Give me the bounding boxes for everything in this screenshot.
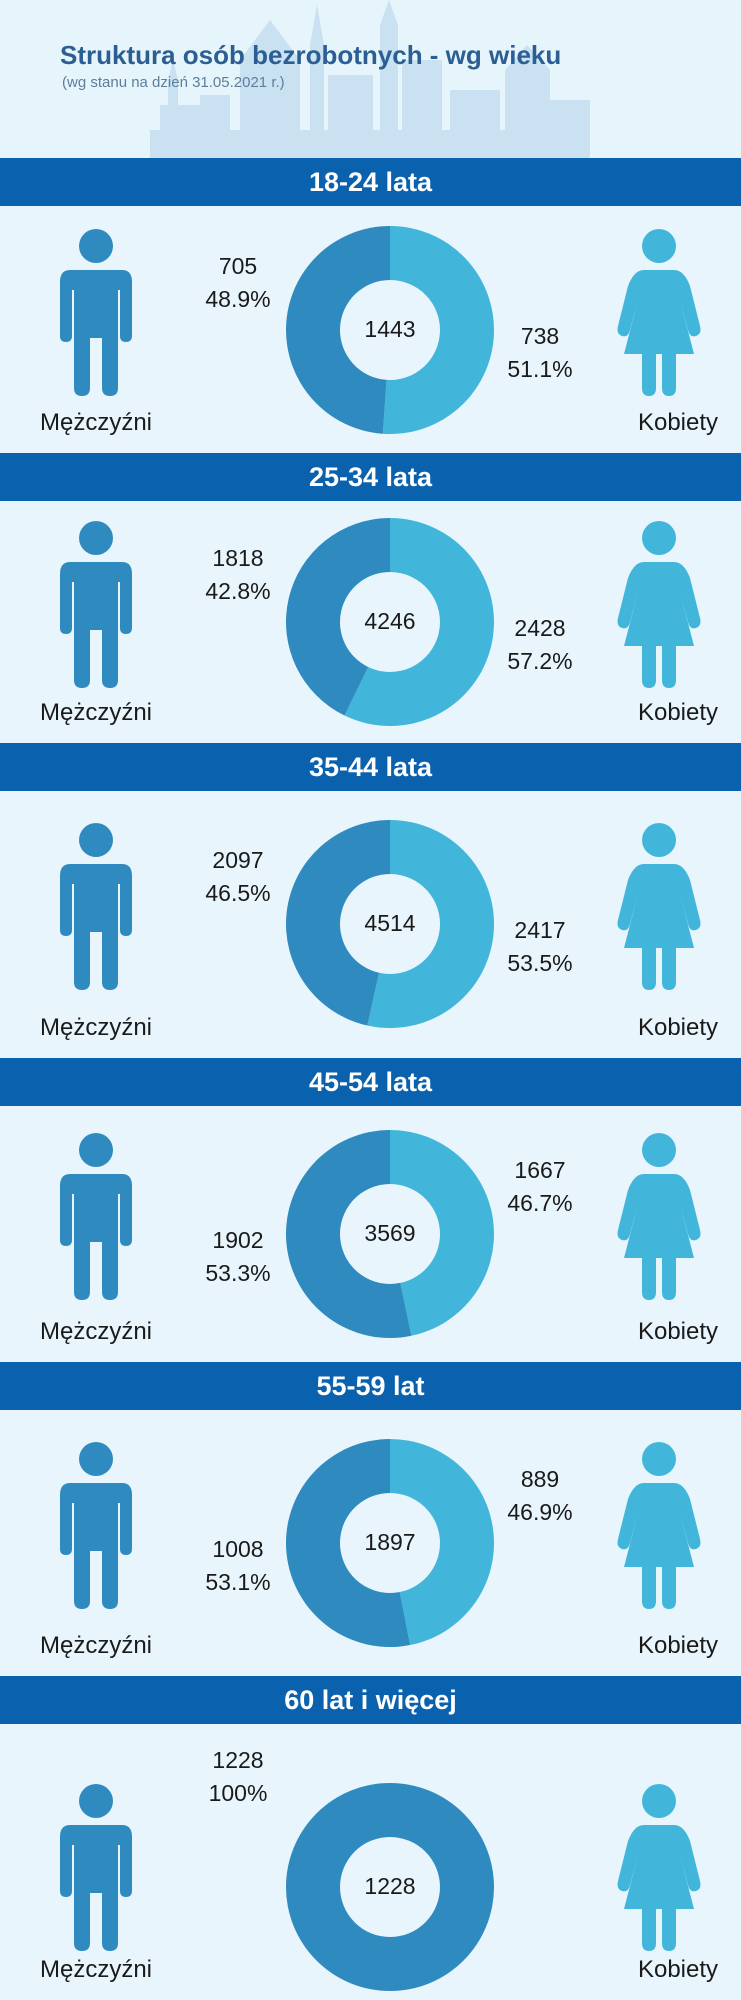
women-percent: 51.1%: [507, 356, 573, 382]
women-label: Kobiety: [637, 1318, 719, 1345]
women-label: Kobiety: [637, 699, 719, 726]
men-slice: [286, 226, 390, 434]
women-value-label: 889 46.9%: [492, 1463, 588, 1529]
female-figure-icon: [617, 521, 701, 688]
female-figure-icon: [617, 1442, 701, 1609]
men-count: 1902: [212, 1227, 264, 1253]
age-group-header: 60 lat i więcej: [0, 1676, 741, 1724]
women-percent: 46.9%: [507, 1499, 573, 1525]
men-label: Mężczyźni: [39, 1956, 153, 1983]
age-group-panel: 1443 705 48.9% 738 51.1% Mężczyźni Kobiety: [0, 207, 741, 453]
donut-chart: [286, 1439, 495, 1647]
age-group-panel: 4514 2097 46.5% 2417 53.5% Mężczyźni Kobiety: [0, 790, 741, 1058]
women-slice: [344, 518, 494, 726]
men-count: 1228: [212, 1747, 264, 1773]
age-group-header: 55-59 lat: [0, 1362, 741, 1410]
women-slice: [367, 820, 494, 1028]
male-figure-icon: [60, 229, 132, 396]
women-count: 738: [520, 323, 560, 349]
women-slice: [382, 226, 495, 434]
group-total: 1897: [364, 1529, 416, 1555]
men-slice: [286, 1439, 411, 1647]
women-value-label: 2417 53.5%: [492, 914, 588, 980]
page-subtitle: (wg stanu na dzień 31.05.2021 r.): [62, 74, 285, 91]
men-value-label: 705 48.9%: [190, 250, 286, 316]
men-slice: [286, 518, 390, 716]
men-count: 2097: [212, 847, 264, 873]
female-figure-icon: [617, 1784, 701, 1951]
women-slice: [390, 1439, 495, 1646]
women-percent: 46.7%: [507, 1190, 573, 1216]
women-count: 2428: [514, 615, 566, 641]
group-total: 1443: [364, 316, 416, 342]
men-slice: [285, 820, 390, 1026]
age-group-header: 25-34 lata: [0, 453, 741, 501]
header: Struktura osób bezrobotnych - wg wieku (…: [0, 0, 741, 158]
city-skyline-illustration: [150, 0, 590, 158]
donut-chart: [286, 518, 494, 726]
men-label: Mężczyźni: [39, 699, 153, 726]
male-figure-icon: [60, 1784, 132, 1951]
age-group-header: 18-24 lata: [0, 158, 741, 206]
male-figure-icon: [60, 1442, 132, 1609]
men-percent: 100%: [208, 1780, 268, 1806]
group-total: 4514: [364, 910, 416, 936]
women-percent: 53.5%: [507, 950, 573, 976]
men-value-label: 1902 53.3%: [190, 1224, 286, 1290]
men-value-label: 1818 42.8%: [190, 542, 286, 608]
men-label: Mężczyźni: [39, 1318, 153, 1345]
female-figure-icon: [617, 229, 701, 396]
men-value-label: 1008 53.1%: [190, 1533, 286, 1599]
age-group-header: 35-44 lata: [0, 743, 741, 791]
women-value-label: 1667 46.7%: [492, 1154, 588, 1220]
men-percent: 53.1%: [205, 1569, 271, 1595]
group-total: 1228: [364, 1873, 416, 1899]
men-value-label: 2097 46.5%: [190, 844, 286, 910]
women-label: Kobiety: [637, 409, 719, 436]
men-percent: 46.5%: [205, 880, 271, 906]
men-count: 1818: [212, 545, 264, 571]
donut-chart: [285, 1130, 494, 1338]
men-slice: [285, 1130, 412, 1338]
men-percent: 48.9%: [205, 286, 271, 312]
men-label: Mężczyźni: [39, 1632, 153, 1659]
men-slice: [285, 1783, 494, 1991]
age-group-panel: 1897 1008 53.1% 889 46.9% Mężczyźni Kobiety: [0, 1410, 741, 1676]
women-value-label: 2428 57.2%: [492, 612, 588, 678]
women-label: Kobiety: [637, 1014, 719, 1041]
male-figure-icon: [60, 521, 132, 688]
women-count: 2417: [514, 917, 566, 943]
women-count: 889: [520, 1466, 560, 1492]
women-percent: 57.2%: [507, 648, 573, 674]
age-group-panel: 3569 1902 53.3% 1667 46.7% Mężczyźni Kobiety: [0, 1106, 741, 1362]
male-figure-icon: [60, 1133, 132, 1300]
men-value-label: 1228 100%: [190, 1744, 286, 1810]
age-group-panel: 4246 1818 42.8% 2428 57.2% Mężczyźni Kobiety: [0, 501, 741, 743]
female-figure-icon: [617, 1133, 701, 1300]
women-label: Kobiety: [637, 1956, 719, 1983]
age-group-panel: 1228 1228 100% Mężczyźni Kobiety: [0, 1724, 741, 2000]
men-percent: 53.3%: [205, 1260, 271, 1286]
donut-chart: [286, 226, 495, 434]
women-value-label: 738 51.1%: [492, 320, 588, 386]
group-total: 4246: [364, 608, 416, 634]
donut-chart: [285, 1783, 494, 1991]
women-label: Kobiety: [637, 1632, 719, 1659]
men-percent: 42.8%: [205, 578, 271, 604]
women-slice: [390, 1130, 494, 1336]
female-figure-icon: [617, 823, 701, 990]
men-count: 1008: [212, 1536, 264, 1562]
group-total: 3569: [364, 1220, 416, 1246]
men-label: Mężczyźni: [39, 1014, 153, 1041]
male-figure-icon: [60, 823, 132, 990]
age-group-header: 45-54 lata: [0, 1058, 741, 1106]
page-title: Struktura osób bezrobotnych - wg wieku: [60, 40, 562, 70]
women-count: 1667: [514, 1157, 566, 1183]
men-count: 705: [218, 253, 258, 279]
donut-chart: [285, 820, 494, 1028]
men-label: Mężczyźni: [39, 409, 153, 436]
